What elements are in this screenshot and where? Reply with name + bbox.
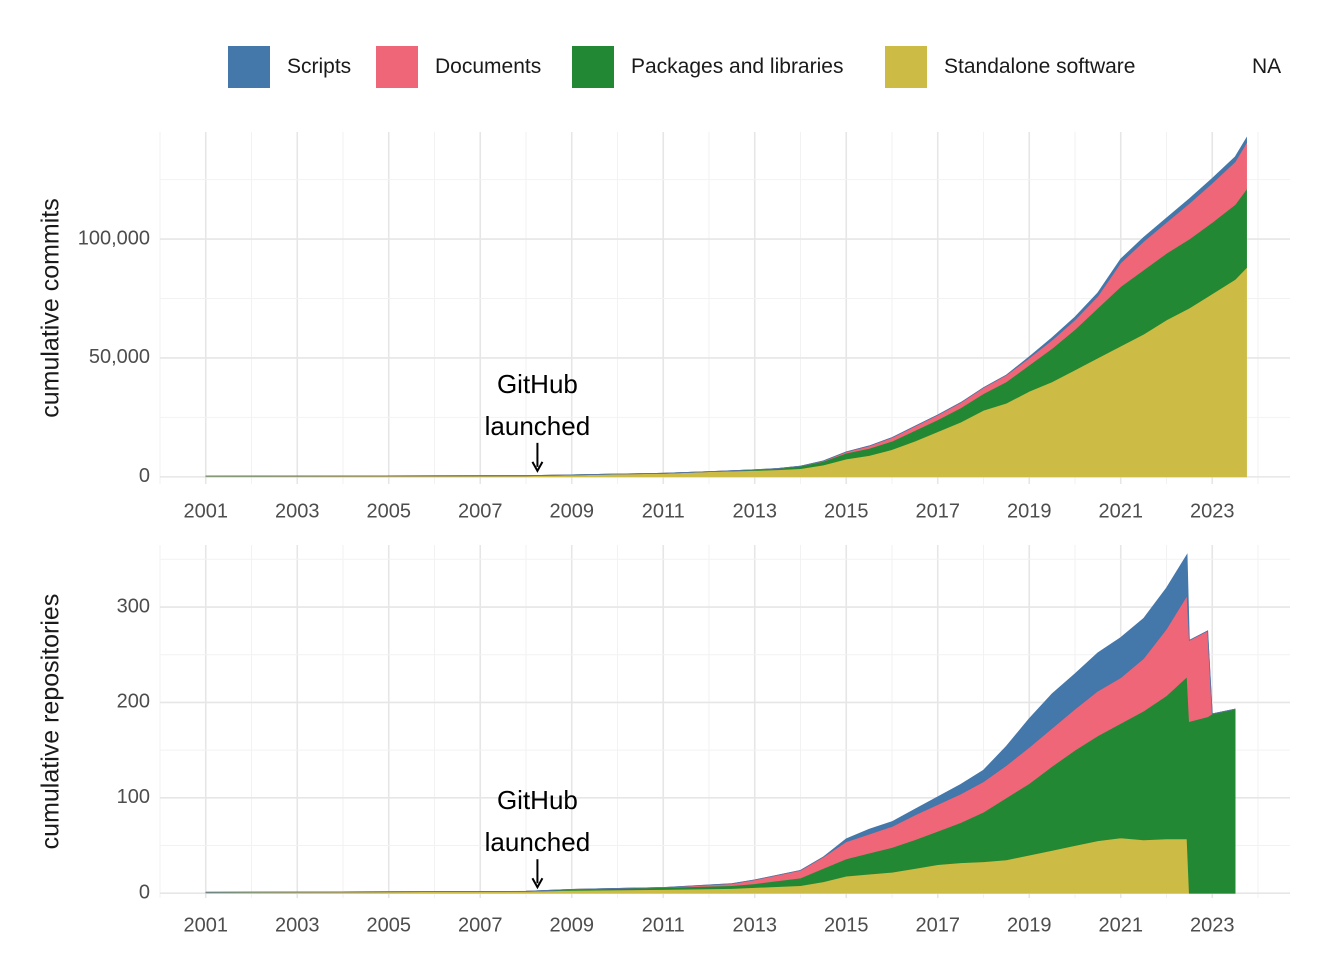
y-tick-label: 100 xyxy=(117,786,150,808)
annotation-line-2: launched xyxy=(485,411,591,441)
y-tick-label: 200 xyxy=(117,691,150,713)
legend-label: Standalone software xyxy=(944,55,1136,78)
x-tick-label: 2021 xyxy=(1098,500,1143,522)
y-tick-label: 0 xyxy=(139,465,150,487)
x-tick-label: 2007 xyxy=(458,914,503,936)
legend-label: Packages and libraries xyxy=(631,55,844,78)
annotation-line-1: GitHub xyxy=(497,785,578,815)
legend: Scripts Documents Packages and libraries St… xyxy=(0,0,1344,110)
github-launched-annotation: GitHub launched xyxy=(485,369,591,473)
legend-swatch xyxy=(1193,46,1235,88)
x-tick-label: 2007 xyxy=(458,500,503,522)
x-tick-label: 2005 xyxy=(366,500,411,522)
x-tick-label: 2001 xyxy=(183,914,228,936)
annotation-arrow-head xyxy=(531,461,544,473)
annotation-line-2: launched xyxy=(485,827,591,857)
x-tick-label: 2005 xyxy=(366,914,411,936)
legend-item-scripts: Scripts xyxy=(228,46,351,88)
legend-label: NA xyxy=(1252,55,1282,78)
x-tick-label: 2019 xyxy=(1007,914,1052,936)
legend-label: Documents xyxy=(435,55,542,78)
area-series-scripts xyxy=(205,553,1236,893)
x-tick-label: 2001 xyxy=(183,500,228,522)
legend-item-standalone-software: Standalone software xyxy=(885,46,1135,88)
y-tick-label: 100,000 xyxy=(78,227,150,249)
legend-item-packages-and-libraries: Packages and libraries xyxy=(572,46,843,88)
x-tick-label: 2015 xyxy=(824,914,869,936)
github-launched-annotation: GitHub launched xyxy=(485,785,591,890)
chart-panel-2: 2001 2003 2005 2007 2009 2011 2013 2015 2017 2019… xyxy=(37,545,1290,936)
x-tick-label: 2017 xyxy=(915,500,960,522)
x-tick-label: 2015 xyxy=(824,500,869,522)
annotation-arrow-head xyxy=(531,877,544,890)
legend-swatch xyxy=(376,46,418,88)
x-tick-label: 2021 xyxy=(1098,914,1143,936)
legend-item-documents: Documents xyxy=(376,46,541,88)
legend-swatch xyxy=(885,46,927,88)
x-tick-label: 2003 xyxy=(275,914,320,936)
x-tick-label: 2023 xyxy=(1190,500,1235,522)
x-tick-label: 2011 xyxy=(642,500,685,522)
x-tick-label: 2023 xyxy=(1190,914,1235,936)
annotation-line-1: GitHub xyxy=(497,369,578,399)
x-tick-label: 2003 xyxy=(275,500,320,522)
x-tick-label: 2009 xyxy=(549,914,594,936)
y-tick-label: 0 xyxy=(139,882,150,904)
y-tick-label: 300 xyxy=(117,595,150,617)
legend-swatch xyxy=(572,46,614,88)
x-tick-label: 2013 xyxy=(732,500,777,522)
x-tick-label: 2019 xyxy=(1007,500,1052,522)
area-series-scripts xyxy=(205,136,1247,477)
y-axis-title: cumulative commits xyxy=(37,198,65,418)
legend-label: Scripts xyxy=(287,55,352,78)
legend-item-na: NA xyxy=(1193,46,1281,88)
y-tick-label: 50,000 xyxy=(89,346,150,368)
legend-swatch xyxy=(228,46,270,88)
x-tick-label: 2013 xyxy=(732,914,777,936)
x-tick-label: 2017 xyxy=(915,914,960,936)
y-axis-title: cumulative repositories xyxy=(37,594,65,850)
x-tick-label: 2009 xyxy=(549,500,594,522)
x-tick-label: 2011 xyxy=(642,914,685,936)
chart-panel-1: 2001 2003 2005 2007 2009 2011 2013 2015 2017 2019… xyxy=(37,132,1290,522)
